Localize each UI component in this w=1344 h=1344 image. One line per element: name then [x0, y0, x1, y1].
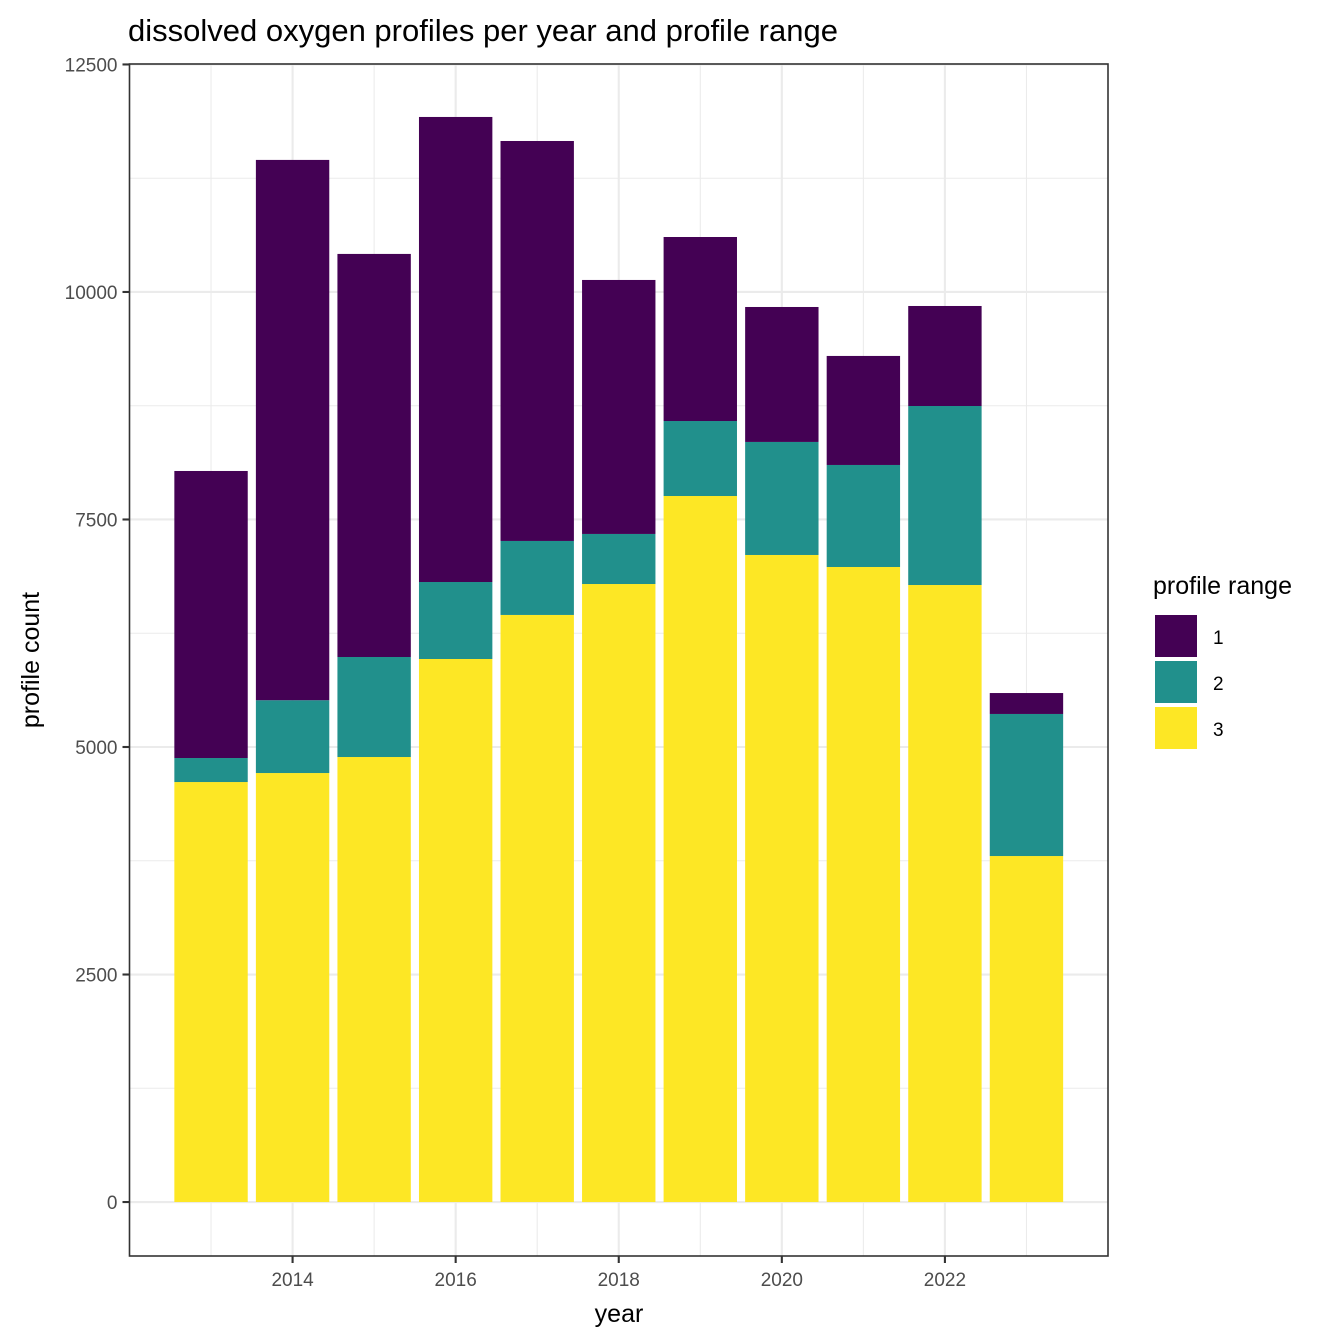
bar-segment-2019-range-3	[663, 496, 737, 1203]
bar-segment-2018-range-1	[582, 279, 656, 534]
bar-segment-2019-range-1	[663, 237, 737, 422]
bar-segment-2018-range-3	[582, 584, 656, 1203]
bar-segment-2014-range-1	[255, 159, 330, 701]
y-axis-title: profile count	[17, 592, 45, 728]
legend-swatch-2	[1155, 661, 1197, 703]
bar-segment-2013-range-2	[174, 758, 248, 783]
bar-segment-2014-range-2	[255, 700, 330, 774]
y-tick-label: 2500	[75, 966, 117, 987]
bar-segment-2021-range-1	[826, 355, 901, 465]
bar-segment-2015-range-1	[337, 253, 411, 657]
bar-segment-2023-range-1	[989, 693, 1064, 714]
bar-segment-2017-range-1	[500, 140, 574, 541]
bar-segment-2021-range-3	[826, 566, 901, 1203]
bar-segment-2020-range-3	[745, 554, 819, 1203]
bar-segment-2020-range-2	[745, 441, 819, 555]
legend-swatch-1	[1155, 615, 1197, 657]
bar-segment-2014-range-3	[255, 773, 330, 1203]
x-tick-label: 2016	[435, 1270, 477, 1291]
bar-segment-2022-range-1	[908, 305, 982, 407]
legend-label-3: 3	[1213, 720, 1224, 741]
legend-swatch-3	[1155, 707, 1197, 749]
x-axis-title: year	[595, 1300, 644, 1328]
chart-title: dissolved oxygen profiles per year and p…	[128, 13, 838, 48]
x-tick-label: 2022	[924, 1270, 966, 1291]
y-tick-label: 5000	[75, 738, 117, 759]
bar-segment-2023-range-3	[989, 856, 1064, 1203]
bar-segment-2013-range-3	[174, 782, 248, 1203]
x-tick-label: 2014	[271, 1270, 314, 1291]
legend-label-1: 1	[1213, 628, 1224, 649]
bar-segment-2018-range-2	[582, 533, 656, 585]
bar-segment-2020-range-1	[745, 306, 819, 442]
bar-segment-2023-range-2	[989, 713, 1064, 857]
y-tick-label: 7500	[75, 510, 117, 531]
x-tick-label: 2020	[761, 1270, 803, 1291]
bar-segment-2015-range-3	[337, 757, 411, 1203]
bar-segment-2021-range-2	[826, 464, 901, 567]
bar-segment-2022-range-2	[908, 406, 982, 586]
bar-segment-2016-range-1	[418, 116, 493, 583]
axes: 0 2500 5000 7500 10000 12500 2014 2016 2018 2020 2…	[65, 55, 966, 1291]
bar-segment-2016-range-2	[418, 582, 493, 659]
bar-segment-2019-range-2	[663, 421, 737, 497]
bar-segment-2022-range-3	[908, 585, 982, 1203]
legend-title: profile range	[1153, 572, 1292, 600]
bar-segment-2015-range-2	[337, 656, 411, 758]
bar-segment-2016-range-3	[418, 658, 493, 1203]
y-tick-label: 12500	[65, 55, 118, 76]
legend-label-2: 2	[1213, 674, 1224, 695]
legend: profile range 1 2 3	[1153, 572, 1292, 749]
y-tick-label: 0	[107, 1193, 118, 1214]
x-tick-label: 2018	[598, 1270, 640, 1291]
bar-segment-2013-range-1	[174, 470, 248, 759]
y-tick-label: 10000	[65, 283, 118, 304]
bars	[174, 116, 1064, 1203]
bar-segment-2017-range-2	[500, 540, 574, 615]
bar-segment-2017-range-3	[500, 614, 574, 1203]
